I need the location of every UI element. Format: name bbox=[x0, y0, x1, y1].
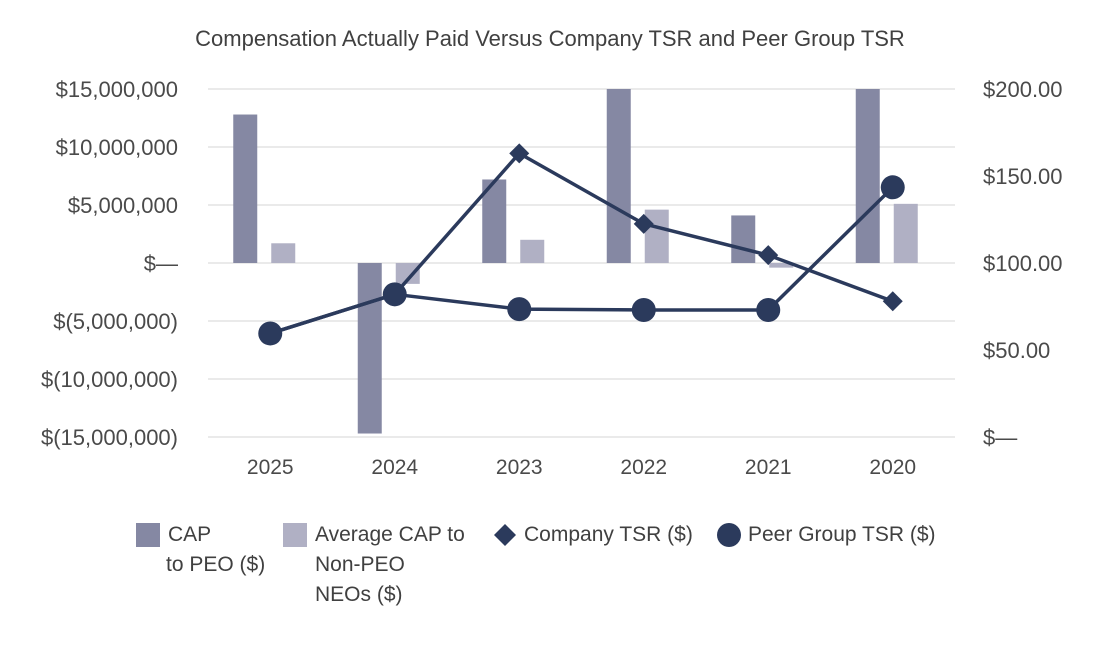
x-tick-label: 2023 bbox=[496, 456, 543, 479]
y-left-tick-label: $(5,000,000) bbox=[53, 309, 178, 334]
point-peer-group-tsr bbox=[382, 282, 407, 307]
x-tick-label: 2020 bbox=[869, 456, 916, 479]
bar-cap-peo bbox=[233, 114, 258, 264]
bar-average-cap bbox=[893, 203, 918, 263]
legend-item-cap-peo: CAP to PEO ($) bbox=[136, 520, 265, 580]
y-left-tick-label: $— bbox=[144, 251, 178, 276]
chart-plot-area: $15,000,000 $10,000,000 $5,000,000 $— $(5,00… bbox=[41, 77, 1063, 479]
bar-cap-peo bbox=[606, 89, 631, 263]
y-left-tick-label: $10,000,000 bbox=[56, 135, 178, 160]
legend-label-peer-group-tsr: Peer Group TSR ($) bbox=[748, 523, 936, 546]
legend-item-average-cap: Average CAP to Non-PEO NEOs ($) bbox=[283, 520, 465, 610]
y-left-tick-label: $(15,000,000) bbox=[41, 425, 178, 450]
bar-average-cap bbox=[520, 239, 545, 263]
bar-cap-peo bbox=[482, 179, 507, 263]
legend: CAP to PEO ($) Average CAP to Non-PEO NEOs … bbox=[0, 520, 1100, 630]
bar-layer bbox=[233, 89, 918, 434]
bar-average-cap bbox=[644, 209, 669, 263]
x-tick-label: 2021 bbox=[745, 456, 792, 479]
legend-item-company-tsr: Company TSR ($) bbox=[492, 520, 693, 550]
bar-cap-peo bbox=[357, 263, 382, 434]
bar-average-cap bbox=[769, 263, 794, 268]
y-left-tick-label: $5,000,000 bbox=[68, 193, 178, 218]
chart-title: Compensation Actually Paid Versus Compan… bbox=[195, 26, 905, 51]
point-peer-group-tsr bbox=[258, 321, 283, 346]
y-right-tick-label: $— bbox=[983, 425, 1017, 450]
x-tick-label: 2024 bbox=[371, 456, 418, 479]
y-left-tick-label: $(10,000,000) bbox=[41, 367, 178, 392]
line-peer-group-tsr bbox=[269, 186, 894, 336]
axis-labels: $15,000,000 $10,000,000 $5,000,000 $— $(5,00… bbox=[41, 77, 1063, 479]
bar-average-cap bbox=[271, 243, 296, 263]
bar-cap-peo bbox=[855, 89, 880, 263]
y-right-tick-label: $50.00 bbox=[983, 338, 1050, 363]
point-company-tsr bbox=[758, 245, 779, 266]
y-right-tick-label: $200.00 bbox=[983, 77, 1063, 102]
legend-swatch-average-cap bbox=[283, 523, 307, 547]
circle-marker-icon bbox=[717, 523, 741, 547]
gridlines bbox=[208, 88, 955, 438]
x-tick-label: 2022 bbox=[620, 456, 667, 479]
y-right-tick-label: $100.00 bbox=[983, 251, 1063, 276]
diamond-marker-icon bbox=[494, 524, 516, 546]
point-peer-group-tsr bbox=[756, 297, 781, 322]
point-peer-group-tsr bbox=[507, 297, 532, 322]
legend-swatch-cap-peo bbox=[136, 523, 160, 547]
point-company-tsr bbox=[882, 291, 903, 312]
line-layer bbox=[258, 143, 905, 346]
legend-label-cap-peo: CAP to PEO ($) bbox=[166, 523, 266, 576]
point-peer-group-tsr bbox=[880, 175, 905, 200]
x-tick-label: 2025 bbox=[247, 456, 294, 479]
bar-cap-peo bbox=[731, 215, 756, 263]
y-right-tick-label: $150.00 bbox=[983, 164, 1063, 189]
point-company-tsr bbox=[509, 143, 530, 164]
point-peer-group-tsr bbox=[631, 297, 656, 322]
legend-label-average-cap: Average CAP to Non-PEO NEOs ($) bbox=[315, 523, 465, 606]
legend-item-peer-group-tsr: Peer Group TSR ($) bbox=[716, 520, 936, 550]
legend-label-company-tsr: Company TSR ($) bbox=[524, 523, 693, 546]
y-left-tick-label: $15,000,000 bbox=[56, 77, 178, 102]
bar-average-cap bbox=[395, 263, 420, 284]
point-company-tsr bbox=[633, 213, 654, 234]
